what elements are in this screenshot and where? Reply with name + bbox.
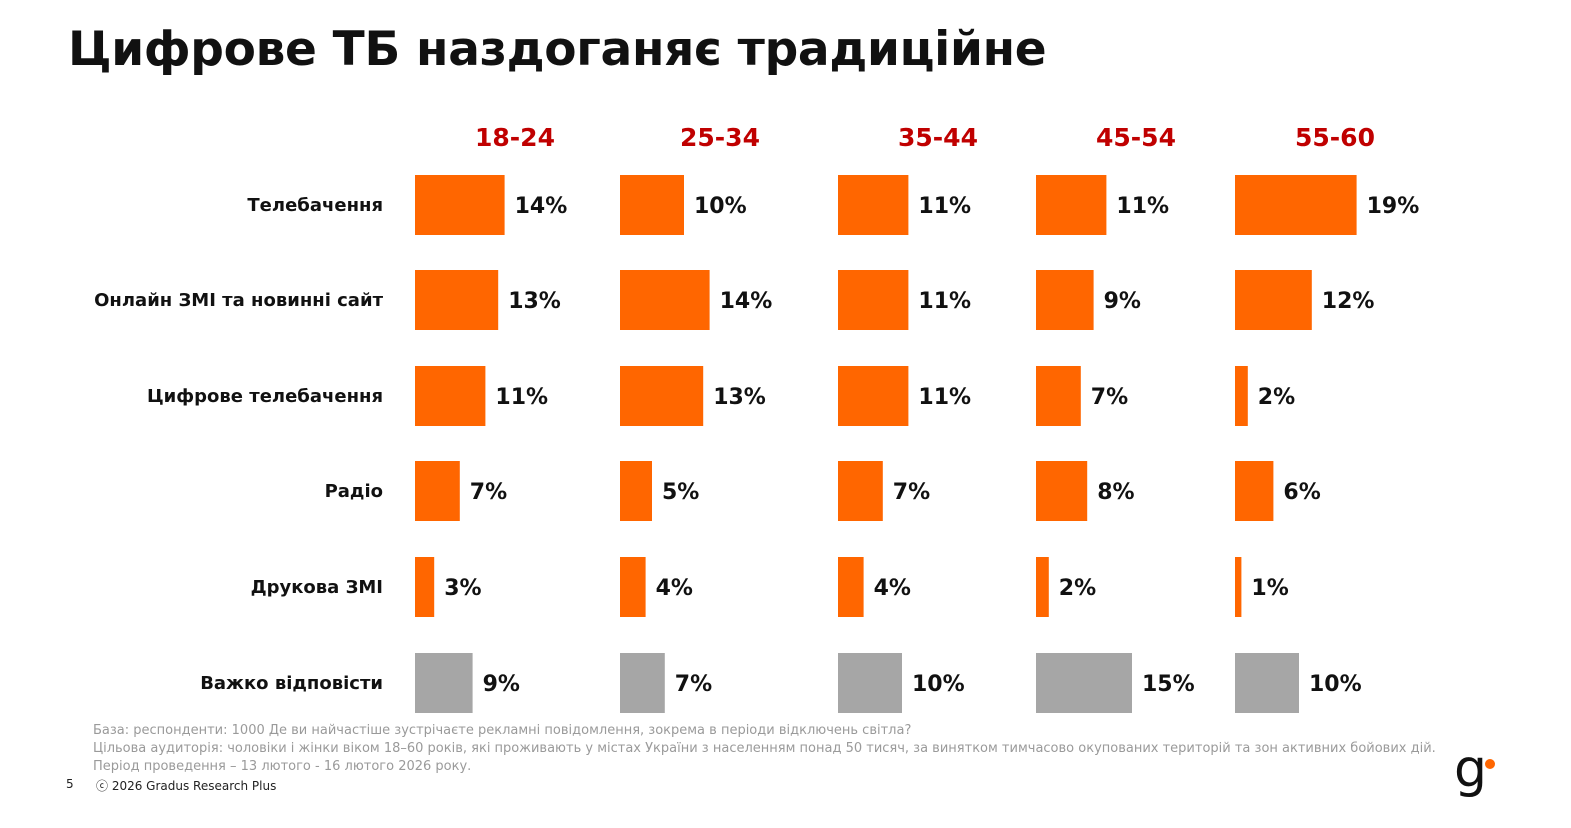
value-label: 10% (912, 672, 965, 697)
value-label: 6% (1283, 480, 1320, 505)
value-label: 7% (470, 480, 507, 505)
page-number: 5 (66, 777, 74, 791)
bar-45-54-2 (1036, 366, 1081, 426)
category-label: Радіо (325, 481, 383, 502)
bar-45-54-4 (1036, 557, 1049, 617)
logo-dot (1485, 759, 1495, 769)
bar-35-44-2 (838, 366, 909, 426)
value-label: 14% (720, 289, 773, 314)
category-label: Важко відповісти (200, 673, 383, 694)
bar-18-24-1 (415, 270, 499, 330)
value-label: 9% (1104, 289, 1141, 314)
value-label: 14% (515, 194, 568, 219)
value-label: 2% (1258, 385, 1295, 410)
copyright: ⓒ 2026 Gradus Research Plus (96, 779, 277, 793)
bar-18-24-5 (415, 653, 473, 713)
bar-18-24-0 (415, 175, 505, 235)
category-label: Онлайн ЗМІ та новинні сайт (94, 290, 383, 311)
logo-letter: g (1454, 742, 1487, 799)
bar-35-44-5 (838, 653, 902, 713)
value-label: 11% (918, 289, 971, 314)
value-label: 11% (1116, 194, 1169, 219)
value-label: 13% (508, 289, 561, 314)
bar-55-60-2 (1235, 366, 1248, 426)
value-label: 7% (1091, 385, 1128, 410)
bar-25-34-5 (620, 653, 665, 713)
value-label: 11% (918, 194, 971, 219)
value-label: 8% (1097, 480, 1134, 505)
value-label: 3% (444, 576, 481, 601)
value-label: 11% (495, 385, 548, 410)
value-label: 9% (483, 672, 520, 697)
bar-35-44-0 (838, 175, 909, 235)
bar-25-34-1 (620, 270, 710, 330)
value-label: 4% (874, 576, 911, 601)
footnote-base: База: респонденти: 1000 Де ви найчастіше… (93, 723, 912, 738)
value-label: 7% (675, 672, 712, 697)
value-label: 5% (662, 480, 699, 505)
category-label: Цифрове телебачення (147, 386, 383, 407)
value-label: 10% (1309, 672, 1362, 697)
bar-18-24-4 (415, 557, 435, 617)
value-label: 11% (918, 385, 971, 410)
group-header-45-54: 45-54 (1096, 123, 1176, 152)
bar-chart: 18-24 25-34 35-44 45-54 55-60 Телебачення Онла… (94, 123, 1420, 713)
value-label: 15% (1142, 672, 1195, 697)
footnote: База: респонденти: 1000 Де ви найчастіше… (93, 722, 1483, 776)
gradus-logo: g (1454, 742, 1495, 799)
bar-45-54-3 (1036, 461, 1088, 521)
bar-35-44-4 (838, 557, 864, 617)
group-header-35-44: 35-44 (898, 123, 978, 152)
bar-18-24-3 (415, 461, 460, 521)
value-label: 7% (893, 480, 930, 505)
bar-55-60-0 (1235, 175, 1357, 235)
bar-25-34-2 (620, 366, 704, 426)
footnote-audience: Цільова аудиторія: чоловіки і жінки віко… (93, 741, 1436, 774)
group-header-18-24: 18-24 (475, 123, 555, 152)
value-label: 4% (656, 576, 693, 601)
bar-55-60-1 (1235, 270, 1312, 330)
bar-45-54-0 (1036, 175, 1107, 235)
value-label: 13% (713, 385, 766, 410)
bar-55-60-4 (1235, 557, 1242, 617)
bar-45-54-1 (1036, 270, 1094, 330)
bar-45-54-5 (1036, 653, 1132, 713)
category-label: Телебачення (247, 195, 383, 216)
value-label: 19% (1367, 194, 1420, 219)
value-label: 10% (694, 194, 747, 219)
value-label: 2% (1059, 576, 1096, 601)
bar-55-60-5 (1235, 653, 1299, 713)
value-label: 1% (1251, 576, 1288, 601)
bar-25-34-0 (620, 175, 684, 235)
page-title: Цифрове ТБ наздоганяє традиційне (68, 22, 1047, 77)
category-label: Друкова ЗМІ (251, 577, 383, 598)
group-header-55-60: 55-60 (1295, 123, 1375, 152)
bar-55-60-3 (1235, 461, 1274, 521)
group-header-25-34: 25-34 (680, 123, 760, 152)
bar-35-44-3 (838, 461, 883, 521)
bar-25-34-4 (620, 557, 646, 617)
bar-25-34-3 (620, 461, 652, 521)
bar-35-44-1 (838, 270, 909, 330)
value-label: 12% (1322, 289, 1375, 314)
bar-18-24-2 (415, 366, 486, 426)
